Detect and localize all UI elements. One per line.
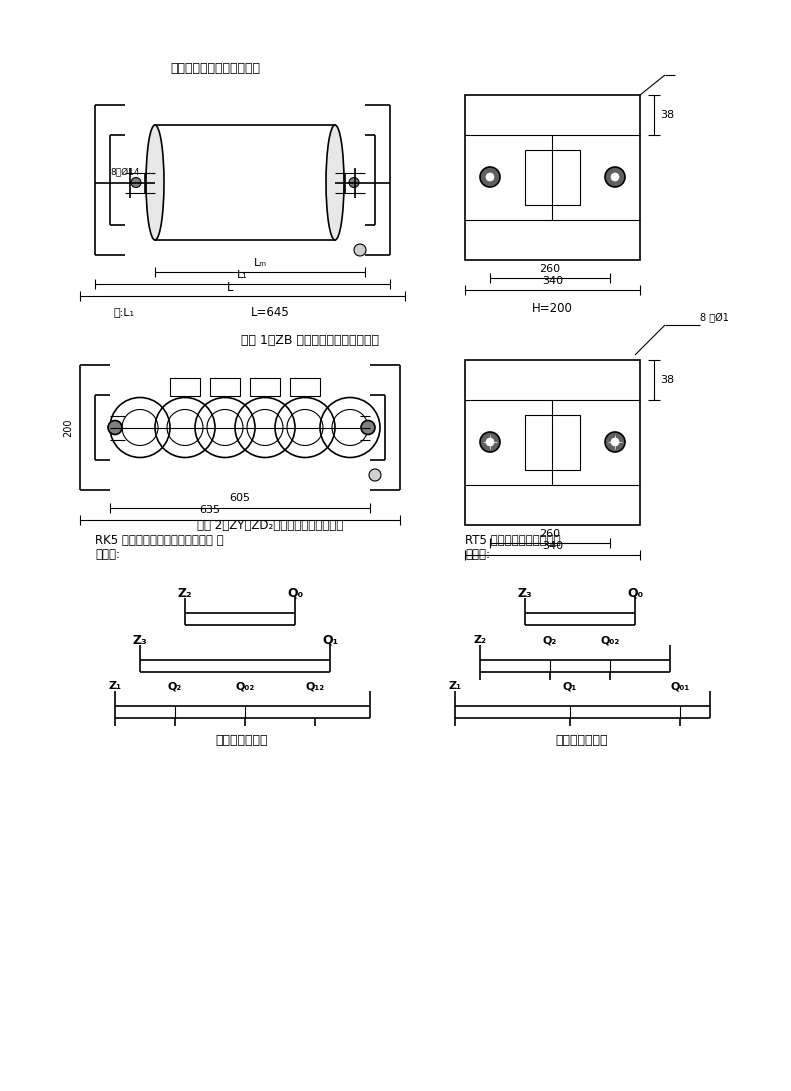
Text: Q₁: Q₁ — [322, 634, 338, 647]
Bar — [290, 377, 320, 396]
Text: 260: 260 — [539, 264, 561, 274]
Text: 38: 38 — [660, 110, 674, 120]
Circle shape — [361, 420, 375, 434]
Text: 电阻器外形及安装尺寸图：: 电阻器外形及安装尺寸图： — [170, 61, 260, 74]
Circle shape — [605, 432, 625, 452]
Bar — [465, 360, 640, 525]
Text: Q₀₁: Q₀₁ — [671, 681, 690, 691]
Text: Q₂: Q₂ — [543, 635, 557, 645]
Bar — [465, 95, 640, 260]
Text: 38: 38 — [660, 375, 674, 385]
Text: L=645: L=645 — [251, 305, 290, 319]
Text: （图 1）ZB 型康铜丝板形元件电阻器: （图 1）ZB 型康铜丝板形元件电阻器 — [241, 334, 379, 347]
Circle shape — [108, 420, 122, 434]
Bar — [155, 125, 335, 240]
Circle shape — [480, 432, 500, 452]
Circle shape — [369, 469, 381, 481]
Text: Q₀₂: Q₀₂ — [236, 681, 255, 691]
Text: Z₃: Z₃ — [517, 587, 532, 599]
Text: Q₁₂: Q₁₂ — [305, 681, 324, 691]
Text: 340: 340 — [542, 541, 563, 551]
Circle shape — [349, 178, 359, 188]
Text: 注:L₁: 注:L₁ — [113, 307, 134, 317]
Text: 340: 340 — [542, 276, 563, 286]
Text: 200: 200 — [63, 418, 73, 436]
Text: （图 2）ZY（ZD₂）铁铬圆形元件电阻器: （图 2）ZY（ZD₂）铁铬圆形元件电阻器 — [197, 518, 343, 531]
Text: 605: 605 — [229, 493, 251, 503]
Text: RT5 型电阻器接线图及电阻: RT5 型电阻器接线图及电阻 — [465, 533, 561, 547]
Text: Z₁: Z₁ — [448, 681, 461, 691]
Text: 8 孔Ø1: 8 孔Ø1 — [700, 313, 729, 323]
Text: Q₀: Q₀ — [627, 587, 643, 599]
Bar — [525, 415, 580, 470]
Text: Q₂: Q₂ — [168, 681, 182, 691]
Bar — [170, 377, 200, 396]
Text: Z₂: Z₂ — [178, 587, 192, 599]
Text: Z₃: Z₃ — [133, 634, 147, 647]
Text: Q₁: Q₁ — [563, 681, 577, 691]
Text: 635: 635 — [199, 505, 221, 515]
Text: （有一相开路）: （有一相开路） — [216, 733, 268, 746]
Ellipse shape — [146, 125, 164, 240]
Circle shape — [480, 167, 500, 187]
Text: 器规格:: 器规格: — [95, 548, 120, 561]
Text: L₁: L₁ — [237, 269, 248, 280]
Text: H=200: H=200 — [532, 301, 573, 314]
Text: Z₂: Z₂ — [474, 635, 486, 645]
Text: L: L — [227, 280, 233, 293]
Circle shape — [486, 437, 494, 446]
Text: RK5 型电阻器接线图及电阻器规格 ：: RK5 型电阻器接线图及电阻器规格 ： — [95, 533, 224, 547]
Bar — [210, 377, 240, 396]
Text: Q₀: Q₀ — [287, 587, 303, 599]
Circle shape — [486, 173, 494, 181]
Text: 器规格:: 器规格: — [465, 548, 490, 561]
Circle shape — [131, 178, 141, 188]
Text: Q₀₂: Q₀₂ — [600, 635, 619, 645]
Ellipse shape — [326, 125, 344, 240]
Circle shape — [605, 167, 625, 187]
Text: Lₘ: Lₘ — [253, 257, 267, 268]
Text: Z₁: Z₁ — [108, 681, 122, 691]
Text: 260: 260 — [539, 529, 561, 539]
Text: （无一相开路）: （无一相开路） — [556, 733, 608, 746]
Bar — [525, 149, 580, 205]
Circle shape — [611, 437, 619, 446]
Bar — [250, 377, 280, 396]
Circle shape — [611, 173, 619, 181]
Circle shape — [354, 244, 366, 256]
Text: 8孔Ø14: 8孔Ø14 — [110, 168, 139, 177]
